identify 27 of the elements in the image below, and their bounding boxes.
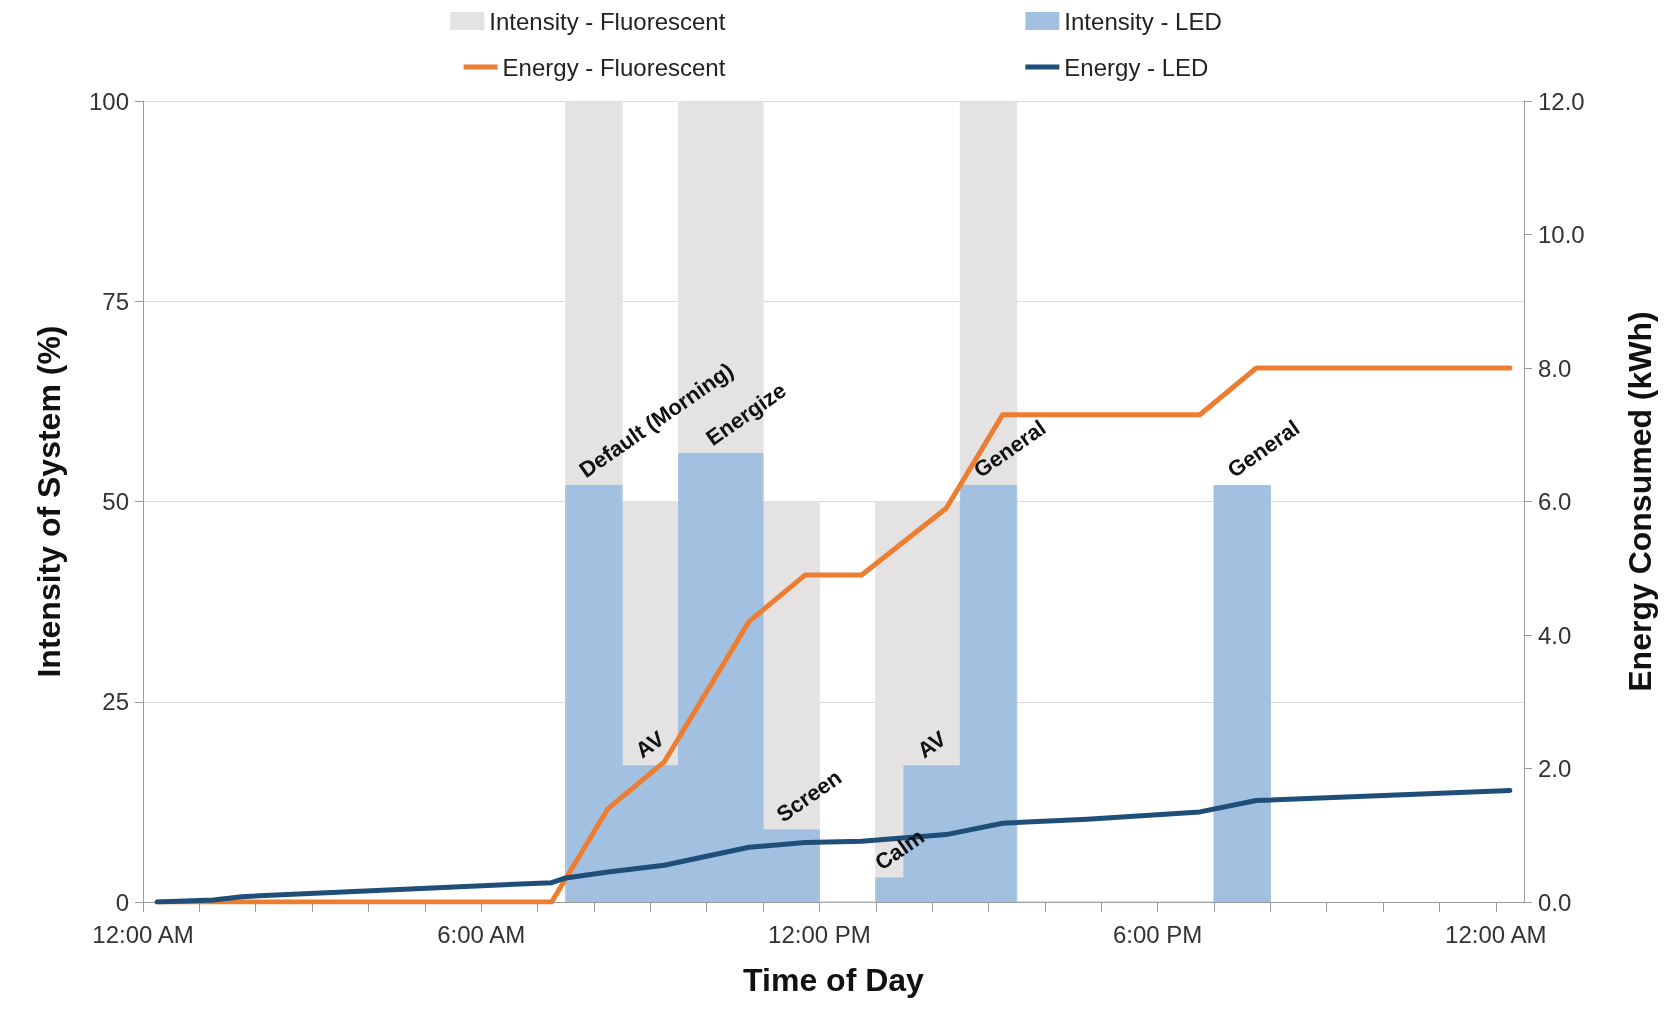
x-tick-label: 12:00 AM xyxy=(1445,920,1547,948)
legend-label: Energy - Fluorescent xyxy=(502,53,726,81)
y-tick-label: 50 xyxy=(102,488,129,515)
annotation: AV xyxy=(912,725,951,764)
legend-label: Energy - LED xyxy=(1064,53,1209,81)
y-tick-label: 25 xyxy=(102,688,129,716)
y2-tick-label: 6.0 xyxy=(1538,488,1572,515)
y-tick-label: 0 xyxy=(115,888,129,916)
annotation: AV xyxy=(630,725,670,764)
y-tick-label: 100 xyxy=(88,87,129,115)
y2-tick-label: 12.0 xyxy=(1538,87,1585,115)
y2-tick-label: 2.0 xyxy=(1538,755,1572,782)
y2-axis-title: Energy Consumed (kWh) xyxy=(1622,311,1658,692)
legend-label: Intensity - Fluorescent xyxy=(489,7,726,35)
x-tick-label: 6:00 AM xyxy=(437,920,526,948)
x-tick-label: 12:00 PM xyxy=(768,920,871,948)
annotation: Calm xyxy=(870,823,929,876)
y2-tick-label: 8.0 xyxy=(1538,354,1572,382)
y2-tick-label: 10.0 xyxy=(1538,221,1585,248)
legend-label: Intensity - LED xyxy=(1064,7,1222,35)
x-tick-label: 6:00 PM xyxy=(1112,920,1203,948)
y2-tick-label: 0.0 xyxy=(1538,888,1572,916)
y2-tick-label: 4.0 xyxy=(1538,621,1572,649)
x-axis-title: Time of Day xyxy=(743,962,925,998)
x-tick-label: 12:00 AM xyxy=(92,920,194,948)
y-axis-title: Intensity of System (%) xyxy=(31,325,67,678)
y-tick-label: 75 xyxy=(102,287,129,315)
